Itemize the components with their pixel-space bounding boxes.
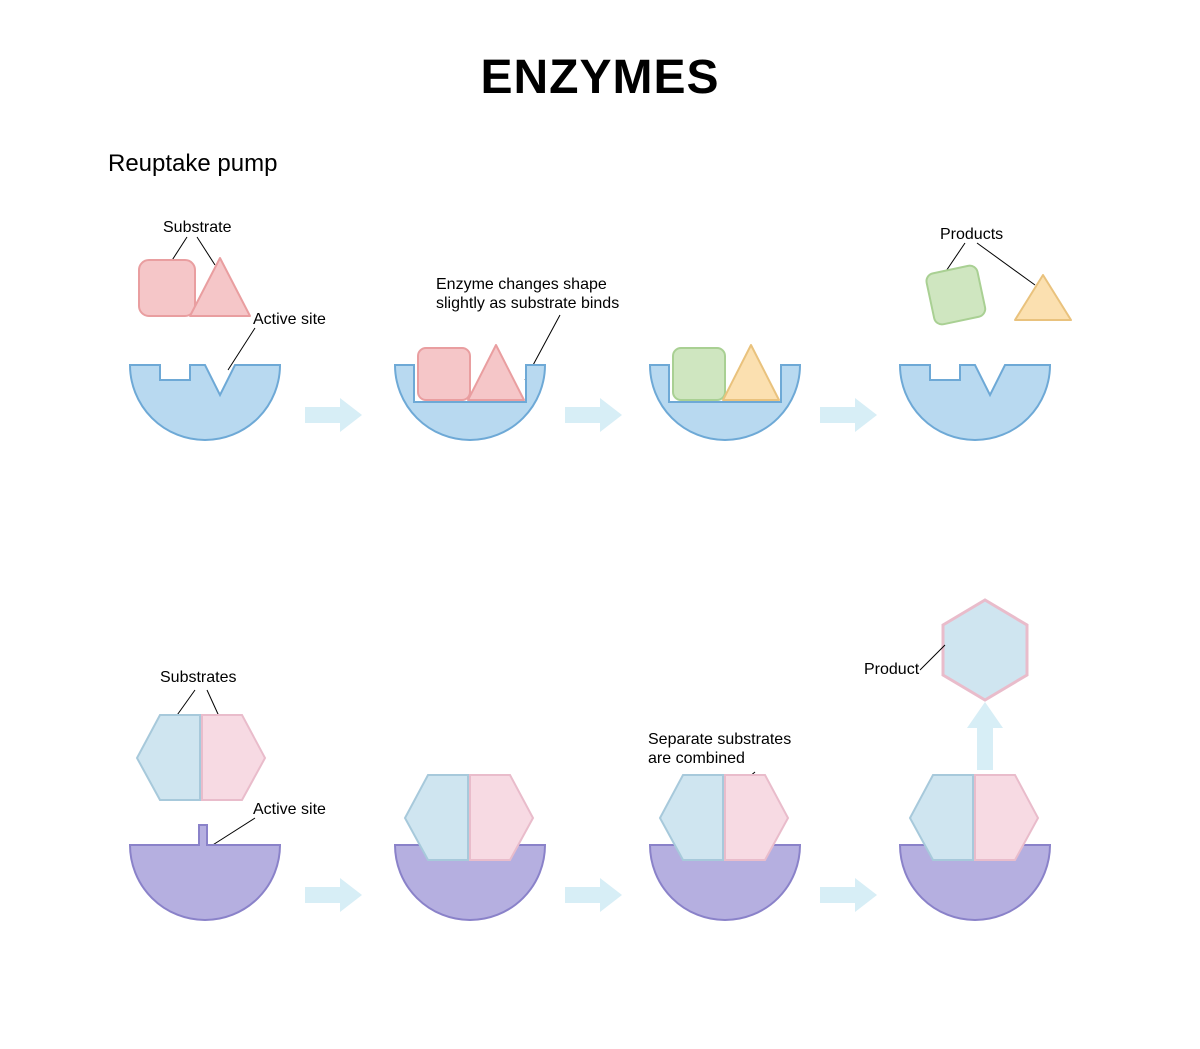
row1-stage1 <box>115 240 315 470</box>
row2-stage1 <box>115 690 315 940</box>
row2-arrow1 <box>300 875 370 915</box>
row1-arrow1 <box>300 395 370 435</box>
page-title: ENZYMES <box>0 50 1200 105</box>
row1-arrow2 <box>560 395 630 435</box>
row2-arrow3 <box>815 875 885 915</box>
row1-stage4 <box>885 240 1105 470</box>
label-substrates: Substrates <box>160 668 236 687</box>
row1-stage3 <box>635 240 835 470</box>
row1-stage2 <box>380 240 580 470</box>
row2-stage3 <box>635 690 835 940</box>
row2-stage2 <box>380 690 580 940</box>
subtitle: Reuptake pump <box>108 150 277 178</box>
row2-arrow2 <box>560 875 630 915</box>
row1-arrow3 <box>815 395 885 435</box>
label-substrate: Substrate <box>163 218 231 237</box>
row2-stage4 <box>885 570 1105 970</box>
